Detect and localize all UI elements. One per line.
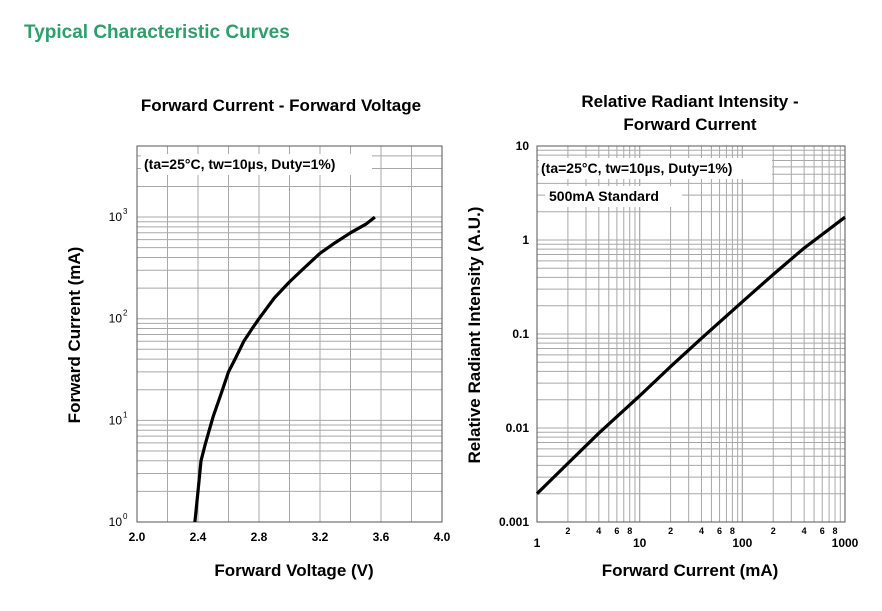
chart1-xtick-label: 2.8 [251,530,268,544]
chart1-ytick-exponent: 0 [123,512,128,521]
chart2-xminor-label: 4 [699,526,704,536]
chart1-ytick-label: 10 [109,413,123,427]
chart1-frame [136,145,443,523]
chart2-xtick-label: 1000 [832,536,859,550]
chart2-xminor-label: 8 [627,526,632,536]
chart1-xtick-label: 2.0 [129,530,146,544]
chart2-series-line [535,215,846,495]
chart1-annotation: (ta=25°C, tw=10µs, Duty=1%) [144,156,335,172]
chart1-xlabel: Forward Voltage (V) [214,561,373,580]
chart2-ylabel: Relative Radiant Intensity (A.U.) [465,207,484,464]
chart1-ytick-label: 10 [109,515,123,529]
chart2-xtick-label: 10 [633,536,647,550]
chart2-ytick-label: 0.01 [506,421,530,435]
chart2-xminor-label: 2 [565,526,570,536]
chart2-xminor-label: 8 [730,526,735,536]
chart2-xtick-label: 1 [534,536,541,550]
chart1-title: Forward Current - Forward Voltage [141,96,421,115]
chart2-xminor-label: 8 [833,526,838,536]
chart2-ytick-label: 10 [516,139,530,153]
chart1-ylabel: Forward Current (mA) [65,247,84,424]
chart2-annotation2-bg [545,186,682,207]
chart1-ytick-exponent: 3 [123,207,128,216]
chart2-xminor-label: 6 [820,526,825,536]
chart2-annotation: (ta=25°C, tw=10µs, Duty=1%) [541,160,732,176]
chart2-xtick-label: 100 [732,536,752,550]
chart2-annotation-bg [539,158,772,179]
chart2-ytick-label: 0.001 [499,515,529,529]
chart1-ytick-label: 10 [109,210,123,224]
chart1-xtick-label: 3.6 [373,530,390,544]
chart1-xtick-label: 4.0 [434,530,451,544]
chart1-annotation-bg [141,154,372,175]
chart1-series-line [193,215,376,523]
chart2-xminor-label: 6 [717,526,722,536]
chart1-ytick-exponent: 2 [123,309,128,318]
page-heading: Typical Characteristic Curves [24,22,290,43]
chart2-title-line2: Forward Current [623,115,757,134]
chart2-frame [536,145,846,523]
chart2-xminor-label: 6 [614,526,619,536]
chart2-xminor-label: 4 [802,526,807,536]
chart2-ytick-label: 0.1 [512,327,529,341]
chart2-xminor-label: 2 [668,526,673,536]
chart2-xminor-label: 4 [596,526,601,536]
chart2-annotation-standard: 500mA Standard [549,188,659,204]
chart1-ytick-label: 10 [109,312,123,326]
chart1-xtick-label: 3.2 [312,530,329,544]
chart2-title: Relative Radiant Intensity - [581,92,798,111]
chart1-xtick-label: 2.4 [190,530,207,544]
chart1-ytick-exponent: 1 [123,410,128,419]
chart2-xlabel: Forward Current (mA) [602,561,779,580]
chart2-xminor-label: 2 [771,526,776,536]
chart2-ytick-label: 1 [522,233,529,247]
